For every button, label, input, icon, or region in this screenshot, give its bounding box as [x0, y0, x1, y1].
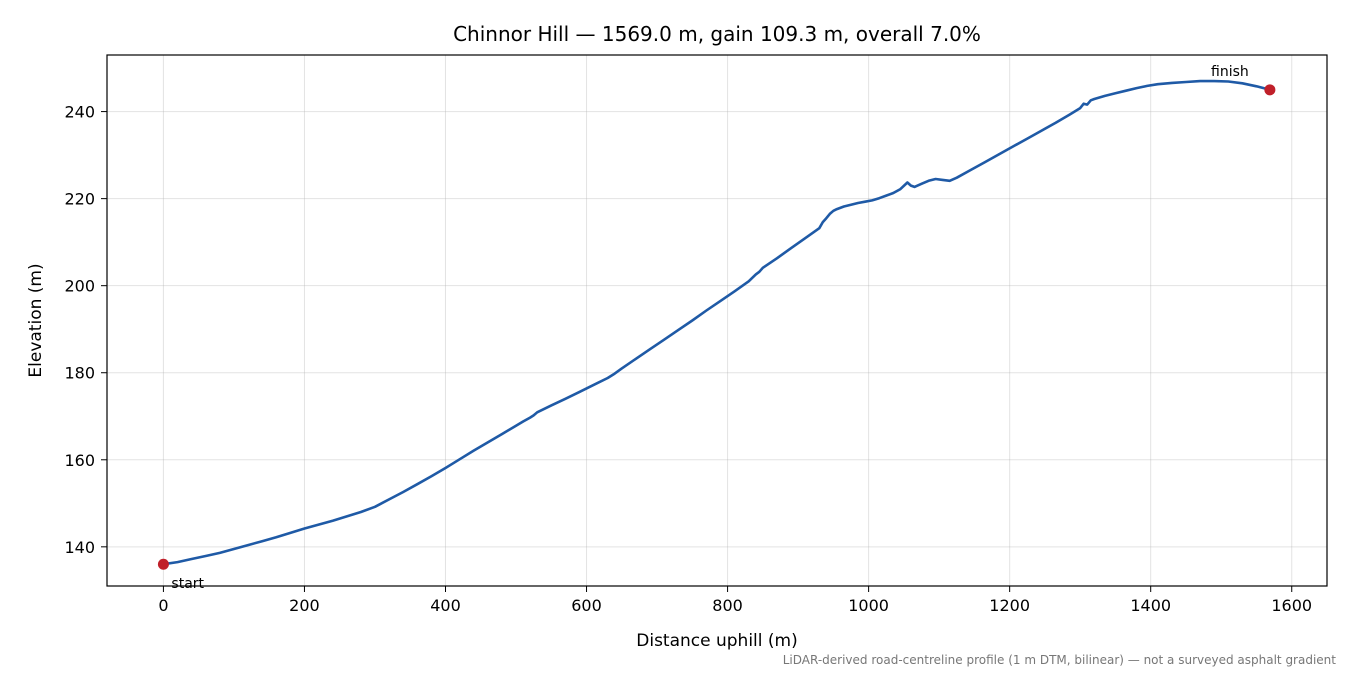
x-tick-label: 600 [571, 596, 602, 615]
x-tick-label: 200 [289, 596, 320, 615]
x-tick-label: 1600 [1271, 596, 1312, 615]
x-tick-label: 800 [712, 596, 743, 615]
axis-ticks: 0 200 400 600 800 1000 1200 1400 1600 140 160 180 20… [64, 103, 1312, 615]
chart-title: Chinnor Hill — 1569.0 m, gain 109.3 m, o… [453, 22, 981, 46]
grid [107, 55, 1327, 586]
y-tick-label: 200 [64, 277, 95, 296]
y-tick-label: 180 [64, 364, 95, 383]
y-tick-label: 140 [64, 538, 95, 557]
plot-area [162, 79, 1272, 566]
x-axis-label: Distance uphill (m) [636, 631, 797, 651]
y-tick-label: 160 [64, 451, 95, 470]
start-marker [157, 558, 169, 570]
y-tick-label: 240 [64, 103, 95, 122]
x-tick-label: 1400 [1130, 596, 1171, 615]
x-tick-label: 1200 [989, 596, 1030, 615]
x-tick-label: 0 [158, 596, 168, 615]
finish-label: finish [1211, 64, 1249, 80]
x-tick-label: 400 [430, 596, 461, 615]
endpoint-markers: start finish [157, 64, 1276, 592]
footnote: LiDAR-derived road-centreline profile (1… [783, 653, 1337, 667]
start-label: start [171, 576, 204, 592]
x-tick-label: 1000 [848, 596, 889, 615]
finish-marker [1264, 84, 1276, 96]
y-axis-label: Elevation (m) [26, 263, 46, 377]
y-tick-label: 220 [64, 190, 95, 209]
elevation-line [162, 79, 1272, 566]
axes-frame [106, 54, 1328, 587]
